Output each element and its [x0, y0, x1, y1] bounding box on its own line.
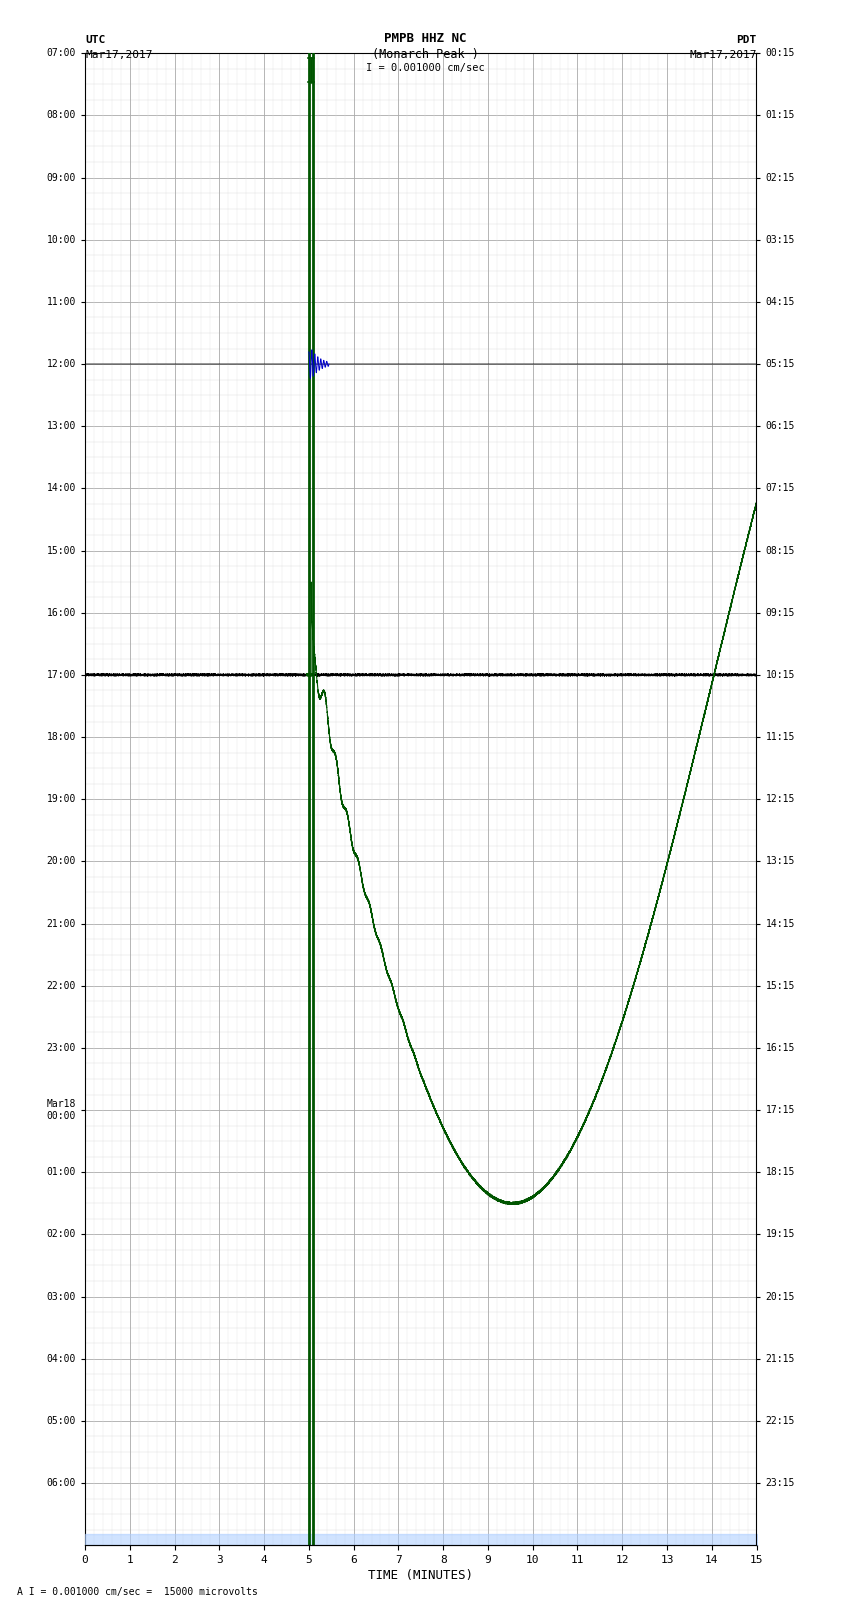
Text: Mar17,2017: Mar17,2017: [85, 50, 152, 60]
Text: PDT: PDT: [736, 35, 756, 45]
Text: (Monarch Peak ): (Monarch Peak ): [371, 48, 479, 61]
Text: Mar17,2017: Mar17,2017: [689, 50, 756, 60]
X-axis label: TIME (MINUTES): TIME (MINUTES): [368, 1569, 473, 1582]
Text: UTC: UTC: [85, 35, 105, 45]
Text: A I = 0.001000 cm/sec =  15000 microvolts: A I = 0.001000 cm/sec = 15000 microvolts: [17, 1587, 258, 1597]
Text: PMPB HHZ NC: PMPB HHZ NC: [383, 32, 467, 45]
Text: I = 0.001000 cm/sec: I = 0.001000 cm/sec: [366, 63, 484, 73]
